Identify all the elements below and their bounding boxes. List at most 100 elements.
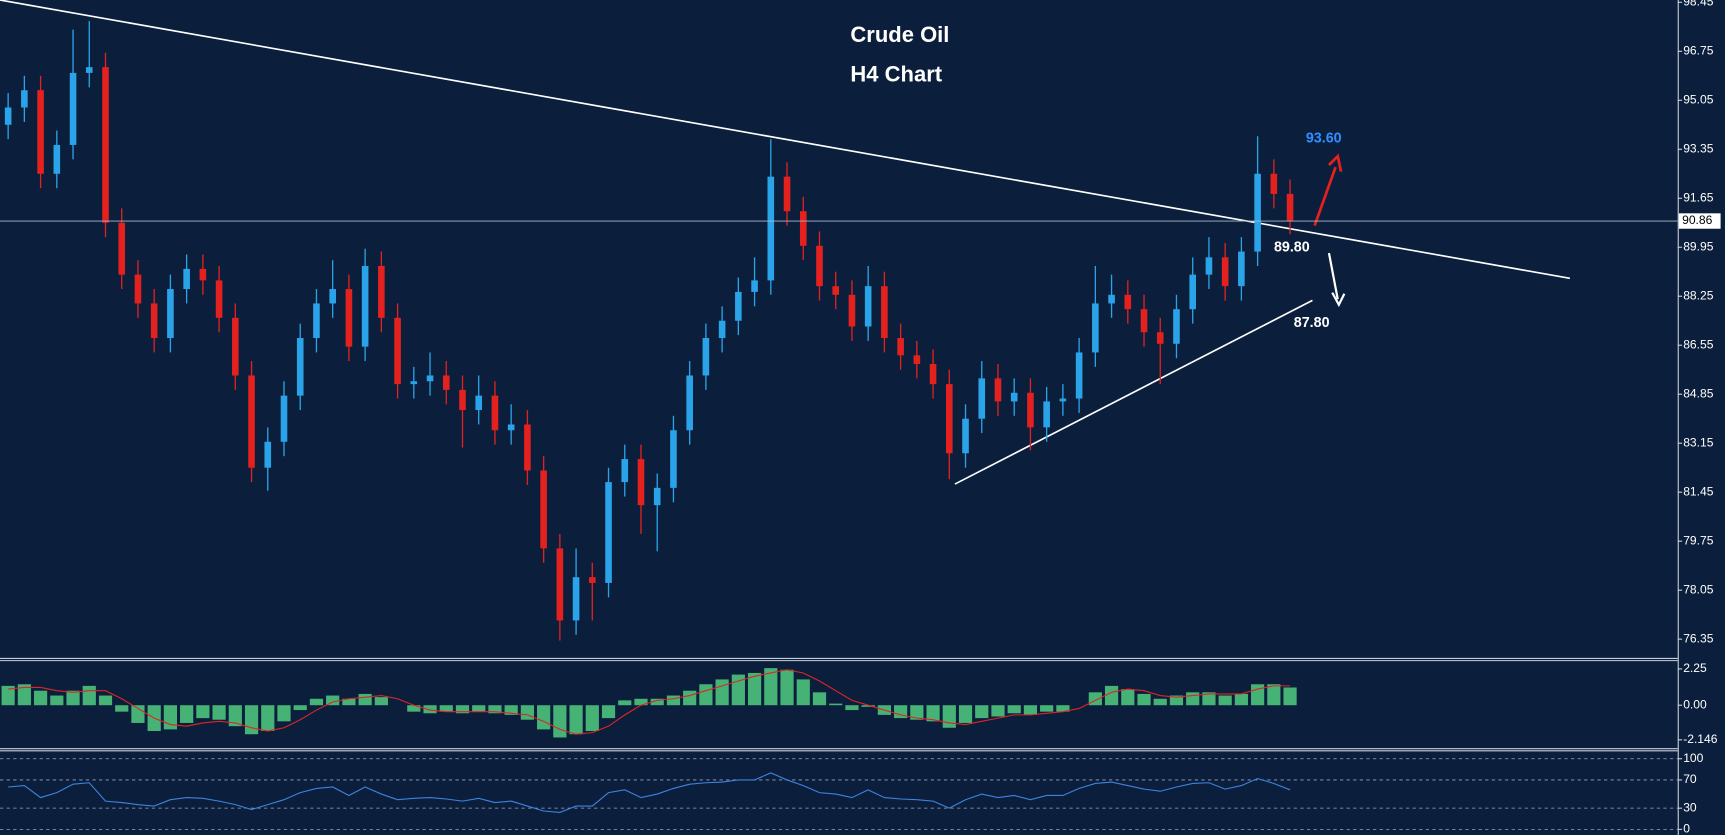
histogram-bar [488,705,502,714]
histogram-bar [66,690,80,706]
histogram-bar [650,698,664,706]
histogram-bar [228,705,242,727]
candle-body [69,72,77,145]
histogram-bar [829,703,843,706]
histogram-bar [82,685,96,706]
arrow-head [1327,153,1343,172]
candle-body [475,395,483,411]
y-tick-label: 81.45 [1683,484,1714,498]
candle-body [816,245,823,287]
candle-body [1140,309,1148,333]
histogram-bar [261,705,275,732]
candle-body [37,90,44,174]
histogram-bar [747,672,762,706]
histogram-bar [1218,695,1232,706]
histogram-bar [666,695,681,706]
histogram-bar [1056,705,1070,712]
histogram-bar [812,692,827,706]
histogram-bar [1023,705,1038,715]
histogram-bar [780,669,794,706]
histogram-bar [423,705,437,714]
candle-body [150,303,158,339]
histogram-bar [569,705,583,735]
candle-body [751,280,758,292]
candle-body [1286,193,1294,222]
candle-body [897,338,904,356]
histogram-bar [991,705,1005,717]
candle-body [1059,398,1067,402]
histogram-bar [115,705,129,712]
histogram-bar [1251,684,1265,706]
histogram-bar [1186,692,1200,706]
candle-body [232,317,239,376]
candle-body [572,577,580,621]
price-label: 90.86 [1682,213,1713,227]
candle-body [1075,352,1083,399]
candle-body [848,294,856,327]
histogram-bar [374,697,388,706]
chart-title: Crude Oil [850,22,949,47]
candle-body [102,67,109,223]
rsi-line [8,772,1291,813]
histogram-bar [472,705,486,712]
y-tick-label: -2.146 [1683,732,1718,746]
histogram-bar [618,700,632,706]
candle-body [1010,392,1018,402]
histogram-bar [699,684,713,706]
candle-body [491,395,499,431]
histogram-bar [861,705,875,707]
histogram-bar [975,705,989,719]
histogram-bar [910,705,924,720]
histogram-bar [277,705,291,722]
histogram-bar [1137,693,1151,706]
histogram-bar [894,705,908,719]
candle-body [199,268,207,281]
histogram-bar [1007,705,1021,714]
histogram-bar [1169,695,1184,706]
candle-body [507,424,515,431]
candle-body [864,286,872,327]
candle-body [442,375,450,390]
chart-subtitle: H4 Chart [850,62,942,87]
candle-body [945,384,953,454]
candle-body [929,363,937,385]
histogram-bar [358,693,372,706]
histogram-bar [764,668,778,706]
arrow-head [1331,292,1346,308]
histogram-bar [163,705,178,730]
candle-body [799,211,807,246]
candle-body [248,375,255,468]
histogram-bar [309,698,324,706]
histogram-bar [715,679,729,706]
candle-body [832,286,840,295]
histogram-bar [1202,692,1216,706]
histogram-bar [1040,705,1054,712]
histogram-bar [504,705,518,715]
y-tick-label: 91.65 [1683,190,1714,204]
candle-body [962,418,969,454]
candle-body [978,378,986,419]
trend-line [0,0,1571,280]
candle-body [167,289,174,339]
histogram-bar [439,705,453,712]
histogram-bar [553,705,567,738]
candle-body [1092,303,1099,353]
arrow [1313,166,1337,226]
y-tick-label: 83.15 [1683,435,1714,449]
y-tick-label: 89.95 [1683,239,1714,253]
annotation: 93.60 [1306,130,1342,146]
candle-body [118,222,126,275]
candle-body [1205,257,1213,275]
y-tick-label: 95.05 [1683,92,1714,106]
candle-body [621,459,629,483]
candle-body [313,303,320,339]
y-tick-label: 100 [1683,751,1703,765]
candle-body [589,577,596,583]
y-tick-label: 88.25 [1683,288,1714,302]
histogram-bar [926,705,940,722]
histogram-bar [455,705,470,714]
histogram-bar [407,705,421,712]
histogram-bar [1153,698,1167,706]
